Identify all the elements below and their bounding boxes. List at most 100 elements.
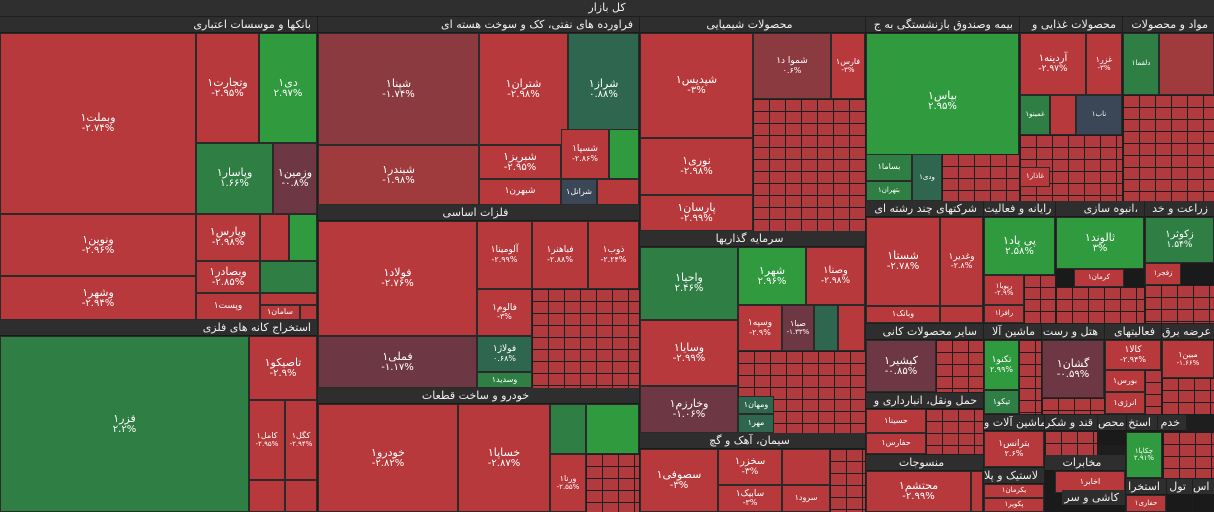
sector-oil[interactable]: استخرا حفاری۱ — [1126, 479, 1166, 512]
tile-mahr[interactable]: مهر۱ — [738, 414, 774, 433]
tile-sesofi[interactable]: سصوفی۱ -۳% — [640, 449, 718, 512]
sector-machinery[interactable]: ماشین آلا تکنو۱ ۲.۹۹% تیکو۱ — [984, 324, 1041, 414]
tile-vadi[interactable]: ودی۱ — [912, 154, 942, 201]
tile-shasta[interactable]: شستا۱ -۲.۷۸% — [866, 217, 940, 306]
sector-transport[interactable]: حمل ونقل، انبارداری و حسینا۱ حفارس۱ — [866, 393, 983, 454]
tile-small[interactable] — [814, 305, 838, 351]
tile-small[interactable] — [782, 449, 830, 485]
sector-textile[interactable]: منسوجات محتشم۱ -۲.۹۹% — [866, 455, 983, 512]
tile-shahr[interactable]: شهر۱ ۲.۹۶% — [738, 247, 806, 305]
tile-btehran[interactable]: بتهران۱ — [866, 181, 912, 201]
tile-small[interactable] — [1159, 33, 1214, 95]
tile-small[interactable] — [260, 261, 317, 293]
tile-shepna[interactable]: شپنا۱ -۱.۷۴% — [318, 33, 479, 145]
tile-vnovin[interactable]: ونوین۱ -۲.۹۶% — [0, 214, 196, 276]
tile-small[interactable] — [260, 214, 289, 261]
sector-chemical[interactable]: محصولات شیمیایی شپدیس۱ -۳% شموا د۱ ۰.۶% فا… — [640, 17, 865, 231]
tile-small[interactable] — [971, 471, 983, 512]
tile-khesapa[interactable]: خساپا۱ -۲.۸۷% — [458, 404, 550, 512]
tile-small[interactable] — [609, 129, 639, 179]
sector-realestate[interactable]: انبوه سازی، ثالوند۱ ۳% کرمان۱ — [1056, 201, 1144, 323]
tile-zob[interactable]: ذوب۱ -۲.۲۴% — [588, 221, 639, 289]
tile-vmehan[interactable]: ومهان۱ — [738, 396, 774, 414]
tile-small[interactable] — [249, 480, 285, 512]
tile-small[interactable] — [300, 305, 317, 320]
tile-foolad[interactable]: فولاد۱ -۲.۷۶% — [318, 221, 477, 336]
tile-fars[interactable]: فارس۱ -۳% — [831, 33, 865, 99]
tile-sheranel[interactable]: شرانل۱ — [561, 179, 597, 205]
tile-parsan[interactable]: پارسان۱ -۲.۹۹% — [640, 195, 753, 231]
tile-tekno[interactable]: تکنو۱ ۲.۹۹% — [984, 340, 1019, 390]
tile-boors[interactable]: بورس۱ — [1105, 370, 1145, 392]
tile-zagros[interactable]: زکوثر۱ ۱.۵۴% — [1145, 217, 1214, 263]
sector-refinery[interactable]: فراورده های نفتی، کک و سوخت هسته ای شپنا… — [318, 17, 639, 205]
tile-rafza[interactable]: رافزا۱ — [984, 305, 1024, 323]
tile-ghazr[interactable]: غزر۱ -۳% — [1086, 33, 1122, 95]
tile-noori[interactable]: نوری۱ -۲.۹۸% — [640, 138, 753, 195]
tile-small[interactable] — [586, 404, 639, 454]
tile-tasico[interactable]: تاصیکو۱ -۲.۹% — [249, 336, 317, 400]
tile-vsaya[interactable]: وسایا۱ -۲.۹۹% — [640, 320, 738, 386]
sector-other1[interactable]: تول — [1167, 479, 1192, 512]
tile-kamal[interactable]: کامل۱ -۲.۹۵% — [249, 400, 285, 480]
tile-vbank[interactable]: وبانک۱ — [866, 306, 940, 323]
tile-shemvad[interactable]: شموا د۱ ۰.۶% — [753, 33, 831, 99]
tile-dalqma[interactable]: دلقما۱ — [1123, 33, 1159, 95]
tile-saman[interactable]: سامان۱ — [260, 305, 300, 320]
tile-hesina[interactable]: حسینا۱ — [866, 409, 926, 433]
tile-yagonir[interactable]: پکویر۱ — [984, 498, 1044, 512]
tile-ghamina[interactable]: غمینو۱ — [1020, 95, 1050, 135]
tile-vzamin[interactable]: وزمین۱ -۰.۸% — [273, 143, 317, 214]
tile-vpars[interactable]: وپارس۱ -۲.۹۸% — [196, 214, 260, 261]
sector-investment[interactable]: سرمایه گذاریها واحیا۱ ۲.۴۶% شهر۱ ۲.۹۶% وصن… — [640, 231, 865, 433]
tile-dey[interactable]: دی۱ ۲.۹۷% — [259, 33, 317, 143]
tile-gshan[interactable]: گشان۱ -۰.۵۹% — [1042, 340, 1104, 398]
sector-banks[interactable]: بانکها و موسسات اعتباری وبملت۱ -۲.۷۴% وتج… — [0, 17, 317, 320]
tile-small[interactable] — [260, 293, 317, 305]
tile-vsepah[interactable]: وسپه۱ -۲.۹% — [738, 305, 782, 351]
tile-aluminium[interactable]: آلومینا۱ -۲.۹۹% — [477, 221, 532, 289]
tile-sarood[interactable]: سرود۱ — [782, 485, 830, 512]
tile-kishir[interactable]: کیشیر۱ -۰.۸۵% — [866, 340, 936, 392]
sector-mining[interactable]: استخراج کانه های فلزی فزر۱ ۲.۲% تاصیکو۱ -۲… — [0, 320, 317, 512]
sector-metals[interactable]: فلزات اساسی فولاد۱ -۲.۷۶% آلومینا۱ -۲.۹۹% … — [318, 205, 639, 388]
tile-small[interactable] — [838, 305, 865, 351]
sector-other2[interactable]: اس — [1193, 479, 1214, 512]
tile-shesepa[interactable]: شسپا۱ -۲.۸۶% — [561, 129, 609, 179]
tile-talond[interactable]: ثالوند۱ ۳% — [1056, 217, 1144, 269]
sector-it[interactable]: رایانه و فعالیت پی پاد۱ ۲.۵۸% رپویا۱ -۲.۹%… — [984, 201, 1055, 323]
tile-vkharazm[interactable]: وخارزم۱ -۱.۰۶% — [640, 386, 738, 433]
tile-sheraz[interactable]: شراز۱ ۰.۸۸% — [568, 33, 639, 145]
sector-services[interactable]: فعالیتهای کالا۱ -۲.۹۴% بورس۱ انرژی۱ — [1105, 324, 1161, 414]
tile-shebriz[interactable]: شبریز۱ -۲.۹۵% — [479, 145, 561, 179]
tile-small[interactable] — [289, 214, 317, 261]
tile-small[interactable] — [550, 404, 586, 454]
tile-shepdis[interactable]: شپدیس۱ -۳% — [640, 33, 753, 138]
tile-fazar[interactable]: فزر۱ ۲.۲% — [0, 336, 249, 512]
tile-hafars[interactable]: حفارس۱ — [866, 433, 926, 454]
tile-fakhoz[interactable]: فباهنر۱ -۲.۸۸% — [532, 221, 588, 289]
tile-small[interactable] — [597, 179, 639, 205]
sector-tools[interactable]: محص — [1098, 415, 1126, 445]
tile-khodro[interactable]: خودرو۱ -۲.۸۲% — [318, 404, 458, 512]
sector-power[interactable]: عرضه برق مبین۱ -۱.۶۶% — [1162, 324, 1214, 414]
sector-food[interactable]: محصولات غذایی و آردینه۱ -۲.۹۷% غزر۱ -۳% غم… — [1020, 17, 1122, 201]
tile-vpasar[interactable]: وپاسار۱ ۱.۶۶% — [196, 143, 273, 214]
tile-small[interactable] — [940, 306, 983, 323]
tile-vghadir[interactable]: وغدیر۱ -۲.۸% — [940, 217, 983, 306]
tile-shetran[interactable]: شتران۱ -۲.۹۸% — [479, 33, 568, 145]
sector-nonmetal[interactable]: سایر محصولات کانی کیشیر۱ -۰.۸۵% — [866, 324, 983, 392]
tile-vtejarat[interactable]: وتجارت۱ -۲.۹۵% — [196, 33, 259, 143]
sector-auto[interactable]: خودرو و ساخت قطعات خودرو۱ -۲.۸۲% خساپا۱ -۲… — [318, 388, 639, 512]
tile-saphik[interactable]: سابیک۱ -۳% — [718, 485, 782, 512]
tile-shebandar[interactable]: شبندر۱ -۱.۹۸% — [318, 145, 479, 205]
tile-hafari[interactable]: حفاری۱ — [1126, 495, 1166, 512]
tile-falom[interactable]: فالوم۱ -۳% — [477, 289, 532, 336]
tile-vsadid[interactable]: وسدید۱ — [477, 372, 532, 388]
tile-small[interactable] — [1050, 95, 1076, 135]
sector-hotel[interactable]: هتل و رست گشان۱ -۰.۵۹% — [1042, 324, 1104, 414]
tile-mohtasham[interactable]: محتشم۱ -۲.۹۹% — [866, 471, 971, 512]
tile-vpost[interactable]: وپست۱ — [196, 293, 260, 320]
tile-vshahr[interactable]: وشهر۱ -۲.۹۴% — [0, 276, 196, 320]
tile-vbsader[interactable]: وبصادر۱ -۲.۸۵% — [196, 261, 260, 293]
